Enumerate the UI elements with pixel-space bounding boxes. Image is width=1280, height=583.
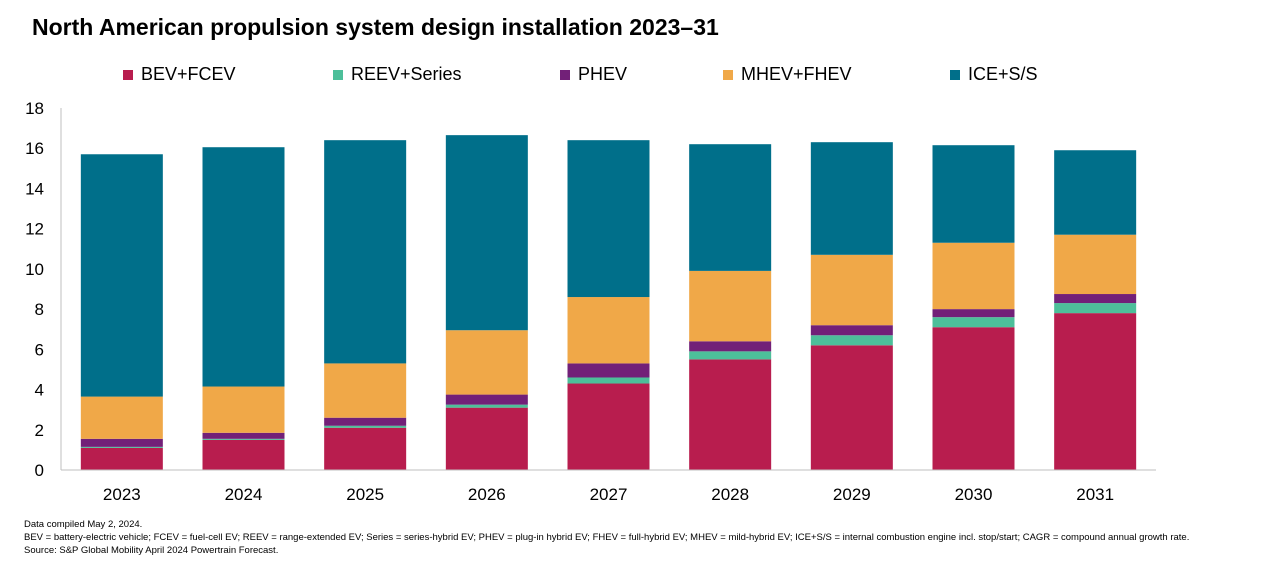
x-tick-label: 2031 <box>1076 485 1114 504</box>
bar-segment-mhev-fhev-2025 <box>324 363 407 418</box>
bar-segment-ice-s-s-2027 <box>567 140 650 298</box>
legend-item-mhev-fhev: MHEV+FHEV <box>723 64 852 85</box>
x-tick-label: 2026 <box>468 485 506 504</box>
bar-segment-mhev-fhev-2031 <box>1054 234 1137 295</box>
bar-segment-bev-fcev-2028 <box>689 359 772 470</box>
bar-segment-ice-s-s-2023 <box>80 154 163 397</box>
bar-segment-reev-series-2027 <box>567 377 650 384</box>
bar-segment-reev-series-2029 <box>810 335 893 346</box>
legend-label-bev-fcev: BEV+FCEV <box>141 64 236 84</box>
bar-segment-reev-series-2026 <box>445 404 528 408</box>
legend-swatch-reev-series <box>333 69 343 80</box>
bar-segment-phev-2028 <box>689 341 772 352</box>
x-tick-label: 2023 <box>103 485 141 504</box>
bar-segment-ice-s-s-2028 <box>689 144 772 271</box>
bar-segment-bev-fcev-2024 <box>202 439 285 470</box>
y-tick-label: 8 <box>35 300 44 319</box>
y-tick-label: 16 <box>25 139 44 158</box>
bar-segment-phev-2030 <box>932 309 1015 318</box>
bar-segment-mhev-fhev-2029 <box>810 254 893 326</box>
bar-segment-ice-s-s-2024 <box>202 147 285 387</box>
bar-segment-mhev-fhev-2027 <box>567 297 650 364</box>
bar-segment-reev-series-2024 <box>202 438 285 440</box>
bar-segment-ice-s-s-2029 <box>810 142 893 255</box>
footnote-source: Source: S&P Global Mobility April 2024 P… <box>24 545 279 556</box>
y-tick-label: 0 <box>35 461 44 480</box>
y-tick-label: 18 <box>25 99 44 118</box>
x-tick-label: 2024 <box>225 485 263 504</box>
bar-segment-reev-series-2023 <box>80 446 163 448</box>
bar-segment-reev-series-2030 <box>932 317 1015 328</box>
bar-segment-bev-fcev-2025 <box>324 427 407 470</box>
legend-item-phev: PHEV <box>560 64 627 85</box>
bar-segment-ice-s-s-2031 <box>1054 150 1137 235</box>
legend-swatch-mhev-fhev <box>723 69 733 80</box>
x-tick-label: 2028 <box>711 485 749 504</box>
legend-swatch-ice-ss <box>950 69 960 80</box>
bar-segment-phev-2023 <box>80 438 163 447</box>
bar-segment-bev-fcev-2029 <box>810 345 893 470</box>
y-tick-label: 10 <box>25 260 44 279</box>
footnotes: Data compiled May 2, 2024. BEV = battery… <box>24 518 1189 557</box>
legend-label-reev-series: REEV+Series <box>351 64 462 84</box>
bar-segment-mhev-fhev-2028 <box>689 270 772 342</box>
bar-segment-phev-2026 <box>445 394 528 405</box>
y-tick-label: 4 <box>35 381 44 400</box>
bar-segment-mhev-fhev-2023 <box>80 396 163 439</box>
bar-segment-bev-fcev-2027 <box>567 383 650 470</box>
bar-segment-bev-fcev-2030 <box>932 327 1015 470</box>
legend-swatch-bev-fcev <box>123 69 133 80</box>
footnote-abbreviations: BEV = battery-electric vehicle; FCEV = f… <box>24 532 1190 543</box>
bar-segment-reev-series-2028 <box>689 351 772 360</box>
x-tick-label: 2025 <box>346 485 384 504</box>
bar-segment-mhev-fhev-2024 <box>202 386 285 433</box>
legend-item-bev-fcev: BEV+FCEV <box>123 64 236 85</box>
bar-segment-bev-fcev-2031 <box>1054 313 1137 470</box>
legend-label-ice-ss: ICE+S/S <box>968 64 1038 84</box>
bar-segment-phev-2031 <box>1054 294 1137 304</box>
x-tick-label: 2029 <box>833 485 871 504</box>
legend-label-mhev-fhev: MHEV+FHEV <box>741 64 852 84</box>
y-tick-label: 6 <box>35 340 44 359</box>
footnote-date: Data compiled May 2, 2024. <box>24 519 143 530</box>
bar-segment-mhev-fhev-2026 <box>445 330 528 395</box>
chart-legend: BEV+FCEV REEV+Series PHEV MHEV+FHEV ICE+… <box>0 64 1280 90</box>
bar-segment-phev-2027 <box>567 363 650 378</box>
legend-item-ice-ss: ICE+S/S <box>950 64 1038 85</box>
bar-segment-ice-s-s-2026 <box>445 135 528 331</box>
bar-segment-reev-series-2031 <box>1054 303 1137 314</box>
bar-segment-bev-fcev-2023 <box>80 447 163 470</box>
legend-label-phev: PHEV <box>578 64 628 84</box>
chart-title: North American propulsion system design … <box>32 14 719 40</box>
stacked-bar-chart: 0 2 4 6 8 10 12 14 16 18 2023 2024 2025 2026 2027 2028 2… <box>25 99 1156 504</box>
bar-segment-phev-2025 <box>324 417 407 426</box>
legend-swatch-phev <box>560 69 570 80</box>
x-tick-label: 2030 <box>955 485 993 504</box>
y-tick-label: 14 <box>25 179 44 198</box>
bar-segment-phev-2024 <box>202 432 285 439</box>
bar-segment-bev-fcev-2026 <box>445 407 528 470</box>
bar-segment-ice-s-s-2030 <box>932 145 1015 243</box>
x-tick-label: 2027 <box>590 485 628 504</box>
bar-segment-ice-s-s-2025 <box>324 140 407 364</box>
bar-segment-mhev-fhev-2030 <box>932 242 1015 310</box>
legend-item-reev-series: REEV+Series <box>333 64 462 85</box>
y-tick-label: 12 <box>25 220 44 239</box>
y-tick-label: 2 <box>35 421 44 440</box>
bar-segment-phev-2029 <box>810 325 893 336</box>
bar-segment-reev-series-2025 <box>324 425 407 428</box>
